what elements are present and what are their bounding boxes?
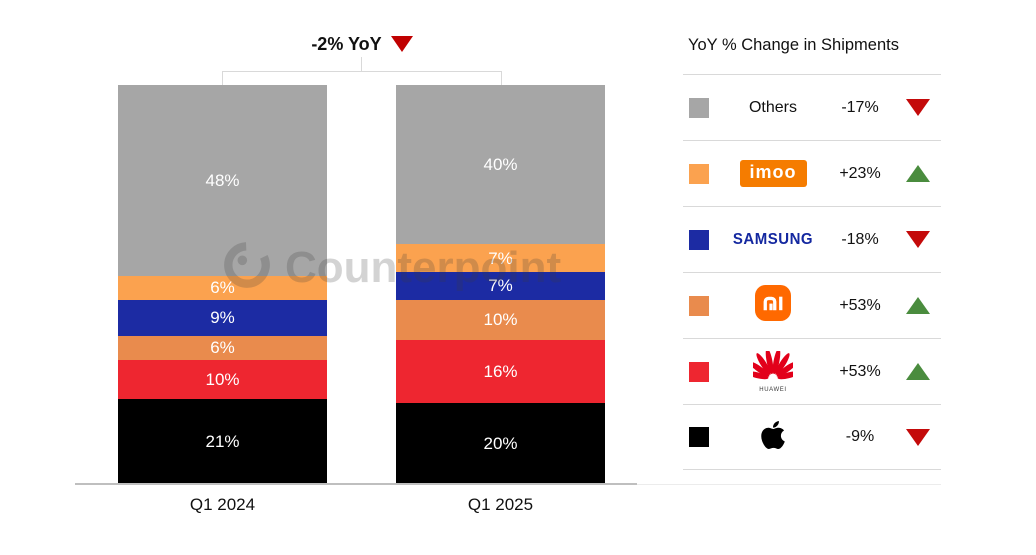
bar-segment-apple: 21% [118, 399, 327, 483]
x-axis-label-q1-2025: Q1 2025 [467, 495, 534, 514]
legend-panel: YoY % Change in Shipments Others -17% im… [683, 24, 941, 470]
legend-row-imoo: imoo +23% [683, 140, 941, 206]
imoo-yoy-value: +23% [839, 164, 881, 182]
x-axis-label-q1-2024: Q1 2024 [189, 495, 256, 514]
bar-segment-value-label: 16% [483, 362, 518, 382]
stacked-bar-q1-2024: 48% 6% 9% 6% 10% 21% [118, 85, 327, 483]
bar-segment-xiaomi: 6% [118, 335, 327, 360]
bar-segment-value-label: 21% [205, 431, 240, 451]
bar-segment-value-label: 6% [210, 278, 235, 298]
bracket-line [501, 71, 502, 85]
legend-row-huawei: HUAWEI +53% [683, 338, 941, 404]
down-triangle-icon [906, 428, 930, 446]
xiaomi-swatch [689, 295, 709, 316]
others-swatch [689, 97, 709, 118]
bracket-line [222, 71, 223, 85]
huawei-swatch [689, 361, 709, 382]
up-triangle-icon [906, 165, 930, 182]
legend-header: YoY % Change in Shipments [688, 36, 899, 54]
legend-row-xiaomi: +53% [683, 272, 941, 338]
samsung-logo-icon: SAMSUNG [732, 230, 814, 249]
xiaomi-logo-icon [755, 285, 791, 326]
others-yoy-value: -17% [841, 98, 879, 116]
bar-segment-imoo: 7% [396, 244, 605, 273]
up-triangle-icon [906, 297, 930, 314]
bar-segment-huawei: 10% [118, 359, 327, 400]
bracket-line [361, 57, 362, 72]
samsung-swatch [689, 229, 709, 250]
bar-segment-value-label: 7% [488, 248, 513, 268]
bar-segment-value-label: 9% [210, 308, 235, 328]
others-label: Others [748, 98, 797, 116]
huawei-logo-icon [746, 347, 800, 386]
bar-segment-value-label: 7% [488, 276, 513, 296]
up-triangle-icon [906, 363, 930, 380]
down-triangle-icon [906, 231, 930, 248]
huawei-yoy-value: +53% [839, 362, 881, 380]
down-triangle-icon [906, 99, 930, 116]
bar-segment-value-label: 20% [483, 433, 518, 453]
apple-logo-icon [760, 419, 786, 456]
bar-segment-samsung: 7% [396, 272, 605, 300]
bar-segment-xiaomi: 10% [396, 299, 605, 340]
bar-segment-others: 48% [118, 85, 327, 277]
imoo-logo-icon: imoo [739, 159, 807, 188]
huawei-wordmark: HUAWEI [759, 386, 787, 393]
x-axis-line [75, 483, 637, 485]
bar-segment-others: 40% [396, 85, 605, 245]
legend-row-samsung: SAMSUNG -18% [683, 206, 941, 272]
bar-segment-samsung: 9% [118, 299, 327, 336]
apple-yoy-value: -9% [845, 428, 875, 445]
bar-segment-value-label: 6% [210, 338, 235, 358]
bar-segment-value-label: 10% [483, 310, 518, 330]
samsung-yoy-value: -18% [841, 230, 879, 248]
legend-row-others: Others -17% [683, 74, 941, 140]
bar-segment-imoo: 6% [118, 276, 327, 300]
chart-total-yoy-label: -2% YoY [311, 33, 382, 54]
x-axis-line-extension [637, 484, 941, 485]
chart-total-yoy: -2% YoY [222, 33, 502, 55]
stacked-bar-q1-2025: 40% 7% 7% 10% 16% 20% [396, 85, 605, 483]
imoo-swatch [689, 163, 709, 184]
apple-swatch [689, 427, 709, 447]
bar-segment-value-label: 48% [205, 171, 240, 191]
bar-segment-value-label: 40% [483, 155, 518, 175]
bar-segment-value-label: 10% [205, 369, 240, 389]
legend-row-apple: -9% [683, 404, 941, 470]
bar-segment-huawei: 16% [396, 339, 605, 404]
down-triangle-icon [390, 36, 413, 52]
bar-segment-apple: 20% [396, 403, 605, 483]
xiaomi-yoy-value: +53% [839, 296, 881, 314]
bracket-line [222, 71, 502, 72]
